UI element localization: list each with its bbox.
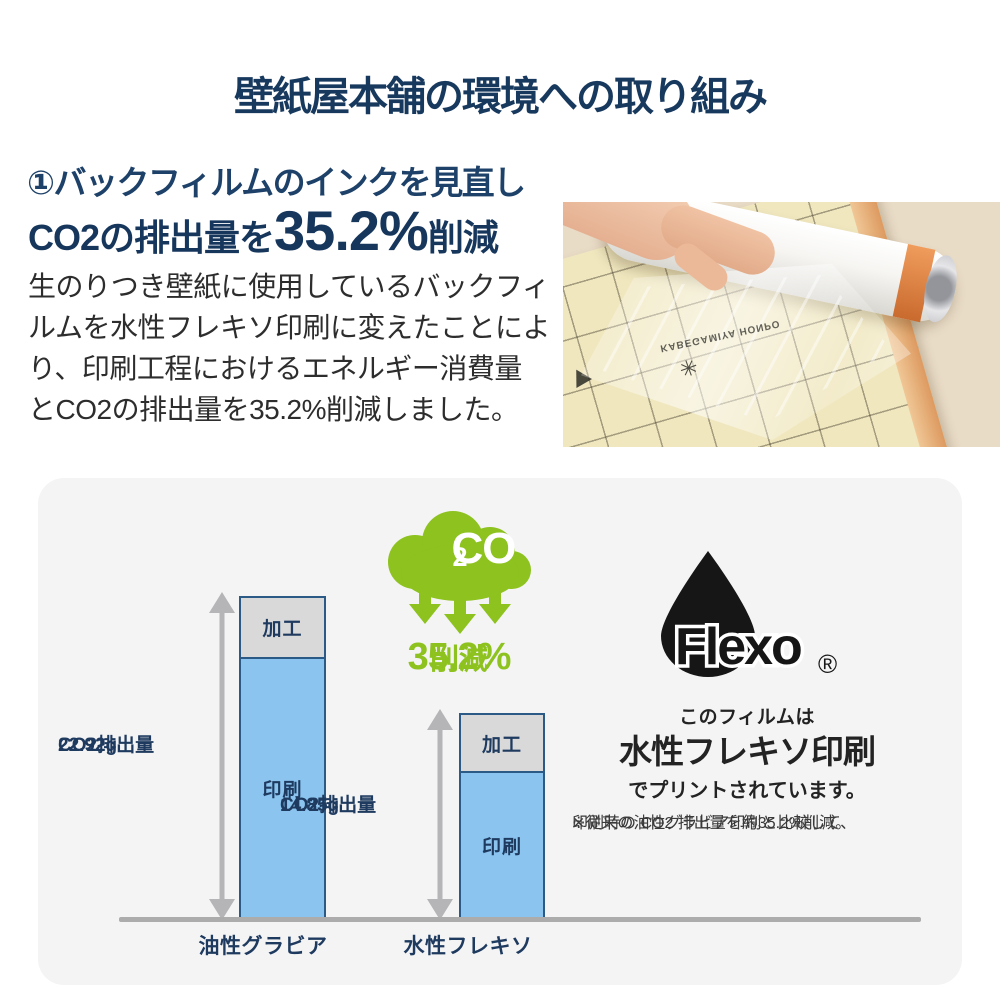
page-title: 壁紙屋本舗の環境への取り組み (234, 75, 768, 119)
droplet-icon (661, 551, 755, 677)
headline-suffix: 削減 (427, 217, 499, 258)
category-gravure: 油性グラビア (198, 935, 328, 958)
cloud-co2-label: CO 2 (451, 524, 516, 573)
body-line: り、印刷工程におけるエネルギー消費量 (28, 353, 522, 384)
bar-gravure-printing: 印刷 (241, 659, 324, 917)
registered-mark: ® (818, 649, 838, 679)
flexo-brand-text: Flexo (675, 618, 801, 676)
category-flexo: 水性フレキソ (403, 935, 533, 958)
bar-flexo: 加工 印刷 (459, 713, 545, 919)
headline-percent: 35.2% (274, 199, 429, 262)
comparison-panel: CO 2 35.2% 削減 加工 印刷 加工 印刷 CO2排出量 22.92g CO… (38, 478, 962, 985)
co2-reduction-headline: CO2の排出量を 35.2% 削減 (28, 198, 499, 263)
flexo-caption-top: このフィルムは (679, 707, 815, 728)
bar-gravure: 加工 印刷 (239, 596, 326, 919)
measure-arrow-gravure (209, 592, 235, 920)
body-paragraph: 生のりつき壁紙に使用しているバックフィ ルムを水性フレキソ印刷に変えたことによ … (28, 266, 550, 430)
bar-gravure-processing: 加工 (241, 598, 324, 659)
body-line: とCO2の排出量を35.2%削減しました。 (28, 394, 519, 425)
cloud-arrows-icon (388, 511, 531, 634)
flexo-caption-bottom: でプリントされています。 (628, 780, 866, 802)
co2-cloud-icon: CO 2 (375, 502, 543, 642)
backing-film-photo: KABEGAMIYA HONPO ✳ (563, 202, 1000, 447)
section-heading: ①バックフィルムのインクを見直し (27, 164, 526, 201)
bar-flexo-processing: 加工 (461, 715, 543, 773)
body-line: 生のりつき壁紙に使用しているバックフィ (28, 271, 550, 302)
body-line: ルムを水性フレキソ印刷に変えたことによ (28, 312, 550, 343)
bar-flexo-printing: 印刷 (461, 773, 543, 917)
measure-arrow-flexo (427, 709, 453, 920)
chart-baseline (119, 917, 921, 922)
headline-prefix: CO2の排出量を (28, 217, 275, 258)
flexo-logo: Flexo (661, 551, 807, 680)
flexo-caption-main: 水性フレキソ印刷 (619, 733, 876, 770)
